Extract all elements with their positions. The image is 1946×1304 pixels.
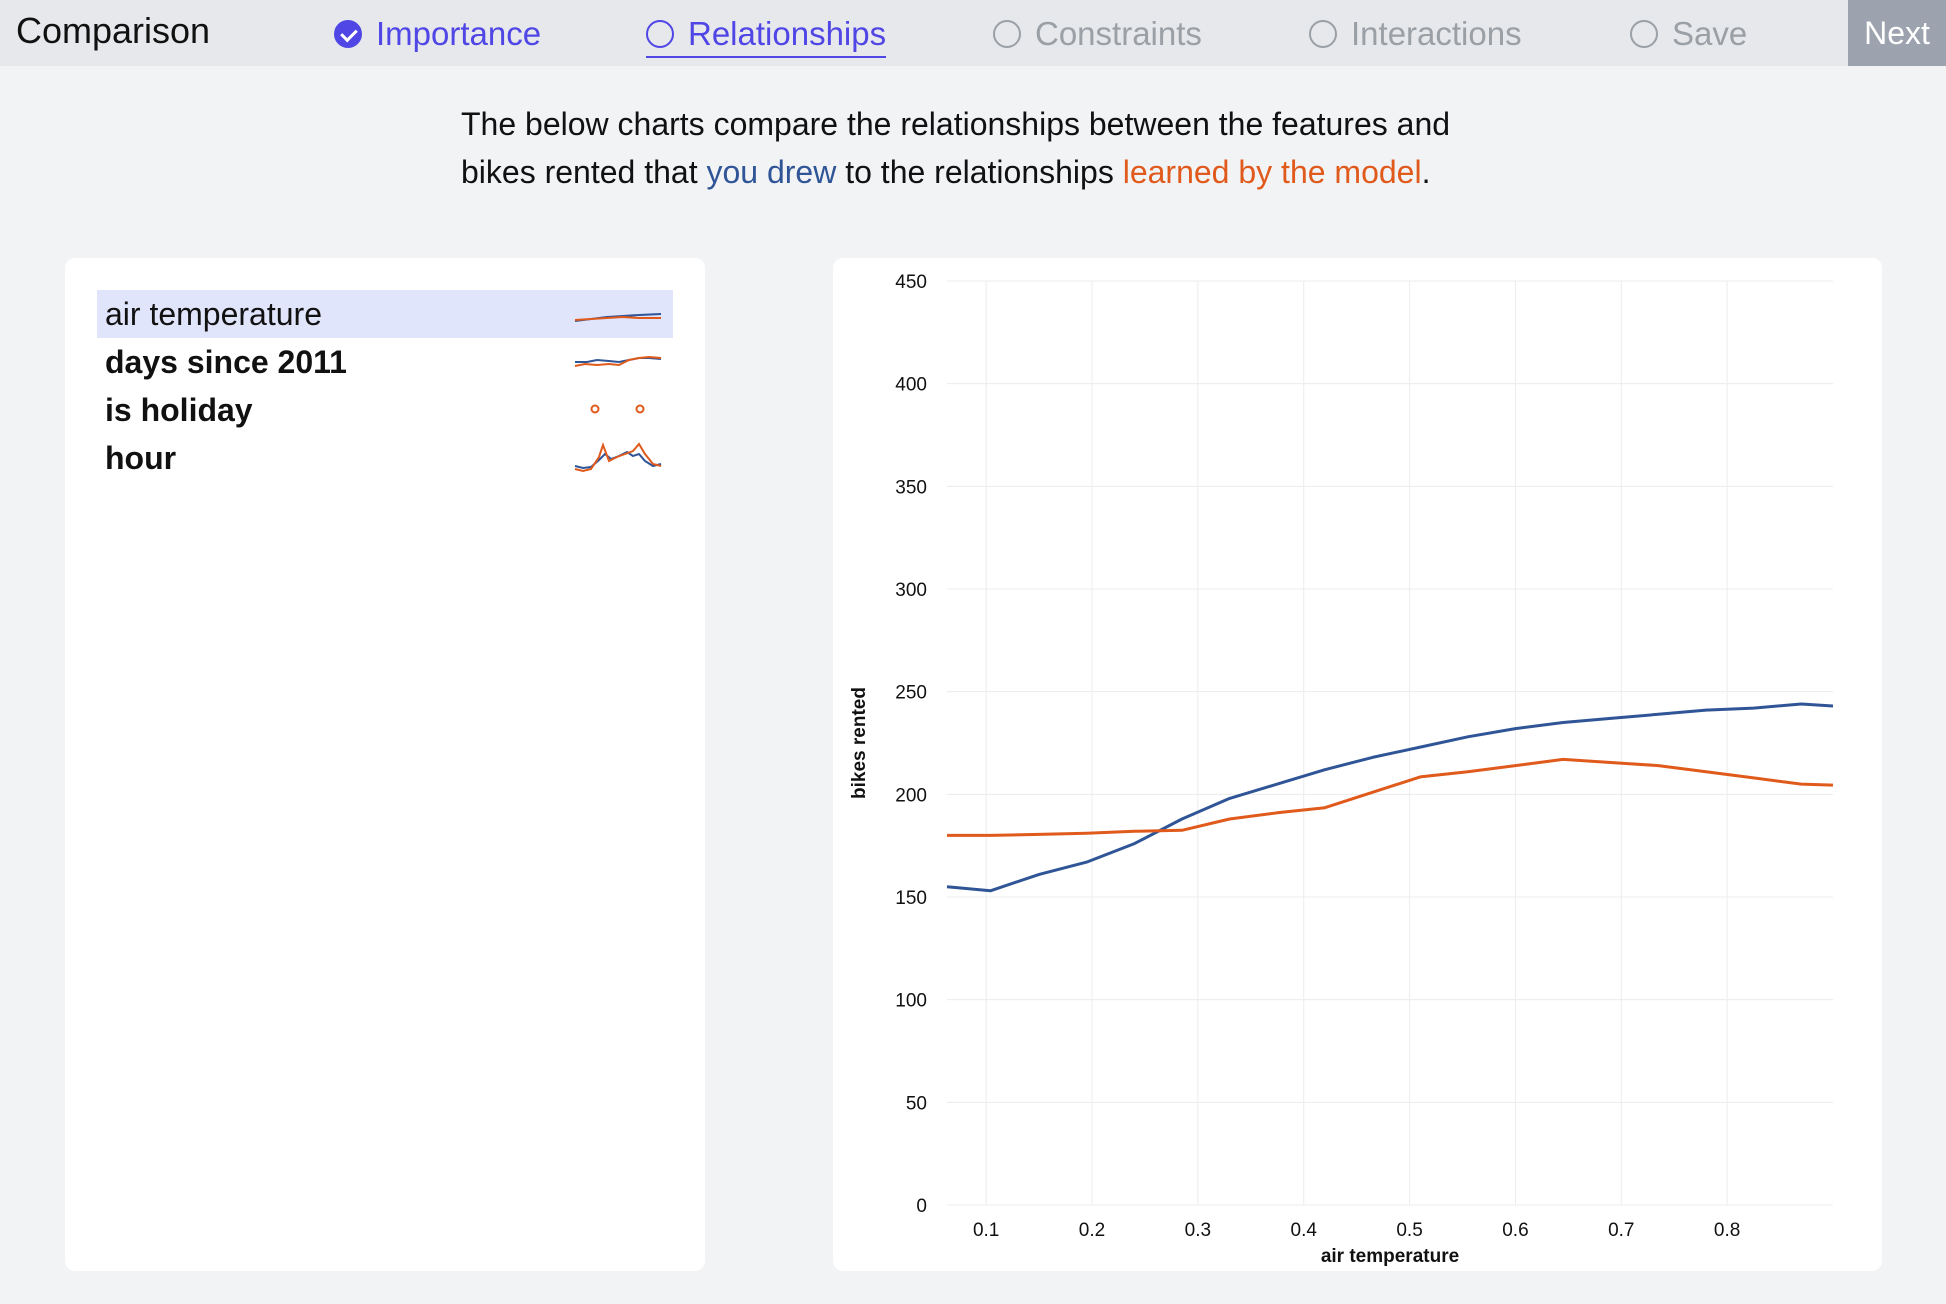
step-importance[interactable]: Importance bbox=[334, 12, 541, 56]
x-tick-label: 0.7 bbox=[1608, 1220, 1634, 1241]
x-tick-label: 0.2 bbox=[1079, 1220, 1105, 1241]
y-tick-label: 150 bbox=[895, 888, 927, 909]
sparkline-hour-icon bbox=[574, 442, 662, 473]
feature-name: hour bbox=[105, 440, 177, 476]
feature-list-panel: air temperature days since 2011 is holid… bbox=[65, 258, 705, 1271]
top-bar: Comparison Importance Relationships Cons… bbox=[0, 0, 1946, 66]
y-tick-label: 100 bbox=[895, 991, 927, 1012]
x-tick-label: 0.6 bbox=[1502, 1220, 1528, 1241]
step-constraints[interactable]: Constraints bbox=[993, 12, 1202, 56]
step-label: Importance bbox=[376, 15, 542, 52]
feature-row-air-temperature[interactable]: air temperature bbox=[97, 290, 673, 338]
feature-name: days since 2011 bbox=[105, 344, 347, 380]
x-tick-label: 0.8 bbox=[1714, 1220, 1740, 1241]
check-circle-icon bbox=[334, 20, 362, 48]
step-save[interactable]: Save bbox=[1630, 12, 1747, 56]
y-tick-label: 250 bbox=[895, 683, 927, 704]
x-axis-label: air temperature bbox=[1321, 1246, 1459, 1267]
y-tick-label: 0 bbox=[916, 1196, 927, 1217]
x-tick-label: 0.1 bbox=[973, 1220, 999, 1241]
learned-by-model-legend: learned by the model bbox=[1122, 154, 1422, 190]
step-interactions[interactable]: Interactions bbox=[1309, 12, 1522, 56]
x-tick-label: 0.3 bbox=[1185, 1220, 1211, 1241]
sparkline-air-temperature-icon bbox=[574, 313, 662, 322]
y-tick-label: 200 bbox=[895, 785, 927, 806]
intro-mid: to the relationships bbox=[836, 154, 1123, 190]
step-label: Relationships bbox=[688, 15, 887, 52]
you-drew-legend: you drew bbox=[706, 154, 837, 190]
next-button[interactable]: Next bbox=[1848, 0, 1946, 66]
step-label: Interactions bbox=[1351, 15, 1522, 52]
circle-icon bbox=[993, 20, 1021, 48]
intro-text: The below charts compare the relationshi… bbox=[461, 100, 1521, 196]
step-label: Save bbox=[1672, 15, 1748, 52]
sparkline-is-holiday-icon bbox=[590, 404, 645, 414]
circle-icon bbox=[646, 20, 674, 48]
y-tick-label: 50 bbox=[906, 1093, 927, 1114]
feature-row-is-holiday[interactable]: is holiday bbox=[97, 386, 673, 434]
step-label: Constraints bbox=[1035, 15, 1202, 52]
feature-row-hour[interactable]: hour bbox=[97, 434, 673, 482]
y-tick-label: 450 bbox=[895, 272, 927, 293]
step-relationships[interactable]: Relationships bbox=[646, 12, 887, 58]
relationship-chart: 0 50 100 150 200 250 300 350 400 450 0.1 0.2 0.3 0.4 0… bbox=[849, 272, 1834, 1267]
feature-name: air temperature bbox=[105, 296, 322, 332]
intro-end: . bbox=[1421, 154, 1431, 190]
intro-pre: bikes rented that bbox=[461, 154, 707, 190]
feature-name: is holiday bbox=[105, 392, 253, 428]
x-tick-label: 0.5 bbox=[1396, 1220, 1422, 1241]
active-step-underline bbox=[646, 56, 887, 58]
series-line-you-drew bbox=[946, 702, 1834, 893]
y-tick-label: 350 bbox=[895, 477, 927, 498]
circle-icon bbox=[1630, 20, 1658, 48]
chart-panel: 0 50 100 150 200 250 300 350 400 450 0.1 0.2 0.3 0.4 0… bbox=[833, 258, 1882, 1271]
circle-icon bbox=[1309, 20, 1337, 48]
series-line-learned-by-model bbox=[947, 757, 1834, 837]
feature-row-days-since-2011[interactable]: days since 2011 bbox=[97, 338, 673, 386]
y-axis-label: bikes rented bbox=[849, 687, 870, 799]
app-title: Comparison bbox=[16, 10, 211, 51]
sparkline-days-since-2011-icon bbox=[574, 355, 662, 367]
y-tick-label: 400 bbox=[895, 375, 927, 396]
y-tick-label: 300 bbox=[895, 580, 927, 601]
x-tick-label: 0.4 bbox=[1291, 1220, 1318, 1241]
intro-line-1: The below charts compare the relationshi… bbox=[461, 106, 1451, 142]
